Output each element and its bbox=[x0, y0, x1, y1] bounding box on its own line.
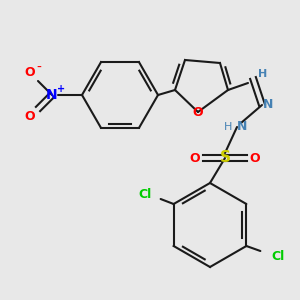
Text: O: O bbox=[25, 67, 35, 80]
Text: O: O bbox=[25, 110, 35, 124]
Text: O: O bbox=[190, 152, 200, 164]
Text: -: - bbox=[37, 61, 41, 75]
Text: O: O bbox=[193, 106, 203, 118]
Text: H: H bbox=[224, 122, 232, 132]
Text: Cl: Cl bbox=[138, 188, 151, 200]
Text: N: N bbox=[263, 98, 273, 112]
Text: N: N bbox=[237, 121, 247, 134]
Text: H: H bbox=[258, 69, 268, 79]
Text: N: N bbox=[46, 88, 58, 102]
Text: O: O bbox=[250, 152, 260, 164]
Text: Cl: Cl bbox=[272, 250, 285, 262]
Text: +: + bbox=[57, 84, 65, 94]
Text: S: S bbox=[220, 151, 230, 166]
